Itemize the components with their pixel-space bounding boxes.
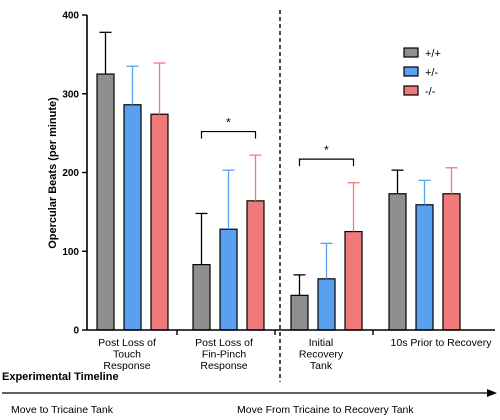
legend-label: +/+ (425, 48, 441, 60)
bar (123, 104, 142, 331)
bar (388, 193, 407, 331)
category-label: Post Loss of Touch Response (98, 337, 156, 372)
significance-bracket (200, 130, 257, 139)
bar (442, 193, 461, 331)
y-tick-label: 0 (73, 326, 79, 337)
y-tick-label: 400 (62, 11, 79, 22)
bar (344, 230, 363, 331)
legend-label: +/- (425, 67, 438, 79)
y-tick-label: 100 (62, 247, 79, 258)
bar (192, 264, 211, 331)
bar (246, 200, 265, 331)
legend-swatch (403, 85, 419, 96)
bar (415, 204, 434, 331)
bar (219, 228, 238, 331)
category-label: Post Loss of Fin-Pinch Response (195, 337, 253, 372)
y-axis-label: Opercular Beats (per minute) (47, 97, 59, 249)
legend: +/+ +/- -/- (403, 47, 441, 98)
bar (96, 73, 115, 331)
bars-layer (96, 73, 461, 331)
timeline-arrow-head (487, 389, 497, 397)
legend-swatch (403, 66, 419, 77)
category-label: 10s Prior to Recovery (391, 337, 493, 349)
significance-bracket (298, 158, 355, 167)
legend-swatch (403, 47, 419, 58)
bar (290, 294, 309, 331)
bar (317, 278, 336, 331)
timeline-phase-2: Move From Tricaine to Recovery Tank (237, 404, 414, 416)
y-tick-label: 200 (62, 168, 79, 179)
significance-layer: ** (200, 116, 355, 167)
legend-label: -/- (425, 86, 436, 98)
timeline-title: Experimental Timeline (2, 371, 119, 383)
error-bars-layer (99, 31, 458, 296)
category-label: Initial Recovery Tank (299, 337, 344, 372)
significance-label: * (324, 143, 329, 157)
category-labels-layer: Post Loss of Touch Response Post Loss of Fin… (98, 337, 492, 372)
y-tick-label: 300 (62, 89, 79, 100)
axes-layer: 0 100 200 300 400 (62, 11, 495, 337)
significance-label: * (226, 116, 231, 130)
bar (150, 113, 169, 331)
timeline-phase-1: Move to Tricaine Tank (11, 404, 114, 416)
